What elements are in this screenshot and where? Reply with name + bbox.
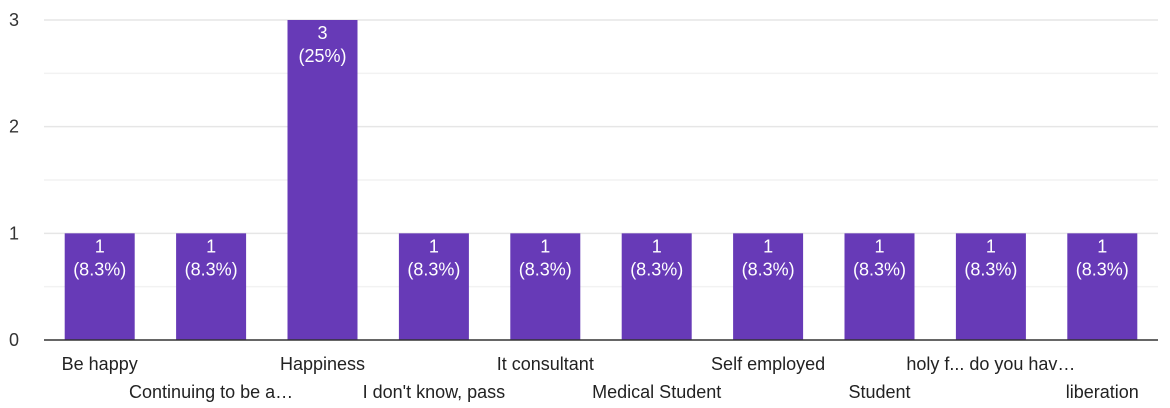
y-tick-label: 0 (9, 330, 19, 350)
bar-value-label: 1 (429, 236, 439, 256)
bar (621, 233, 692, 340)
x-category-label: Happiness (280, 354, 365, 374)
y-tick-label: 1 (9, 223, 19, 243)
bar (398, 233, 469, 340)
x-category-label: Student (848, 382, 910, 402)
bar-value-label: 1 (763, 236, 773, 256)
bar (1067, 233, 1138, 340)
bar-value-label: 3 (317, 23, 327, 43)
x-category-label: Medical Student (592, 382, 721, 402)
bar-percent-label: (8.3%) (964, 259, 1017, 279)
bar (955, 233, 1026, 340)
y-tick-label: 2 (9, 117, 19, 137)
bar-percent-label: (8.3%) (73, 259, 126, 279)
x-category-label: Be happy (62, 354, 138, 374)
x-category-label: It consultant (497, 354, 594, 374)
bar (510, 233, 581, 340)
bar-percent-label: (8.3%) (742, 259, 795, 279)
bar-percent-label: (8.3%) (853, 259, 906, 279)
bars (64, 20, 1138, 340)
bar-percent-label: (8.3%) (519, 259, 572, 279)
bar-value-label: 1 (206, 236, 216, 256)
x-axis-category-labels: Be happy Continuing to be a… Happiness I do… (62, 354, 1139, 402)
bar-data-labels: 1 (8.3%) 1 (8.3%) 3 (25%) 1 (8.3%) 1 (8.3%) 1 (8.3%… (73, 23, 1129, 279)
x-category-label: Self employed (711, 354, 825, 374)
bar (64, 233, 135, 340)
bar-percent-label: (8.3%) (630, 259, 683, 279)
y-tick-label: 3 (9, 10, 19, 30)
bar-value-label: 1 (540, 236, 550, 256)
y-axis-ticks: 0 1 2 3 (9, 10, 19, 350)
bar-percent-label: (25%) (298, 46, 346, 66)
x-category-label: liberation (1066, 382, 1139, 402)
x-category-label: Continuing to be a… (129, 382, 293, 402)
bar-value-label: 1 (1097, 236, 1107, 256)
bar-percent-label: (8.3%) (1076, 259, 1129, 279)
bar (287, 20, 358, 340)
bar (844, 233, 915, 340)
bar-percent-label: (8.3%) (185, 259, 238, 279)
x-category-label: holy f... do you hav… (906, 354, 1075, 374)
x-category-label: I don't know, pass (363, 382, 506, 402)
bar (176, 233, 247, 340)
bar-value-label: 1 (874, 236, 884, 256)
bar (733, 233, 804, 340)
bar-value-label: 1 (95, 236, 105, 256)
bar-value-label: 1 (986, 236, 996, 256)
bar-percent-label: (8.3%) (407, 259, 460, 279)
bar-value-label: 1 (652, 236, 662, 256)
